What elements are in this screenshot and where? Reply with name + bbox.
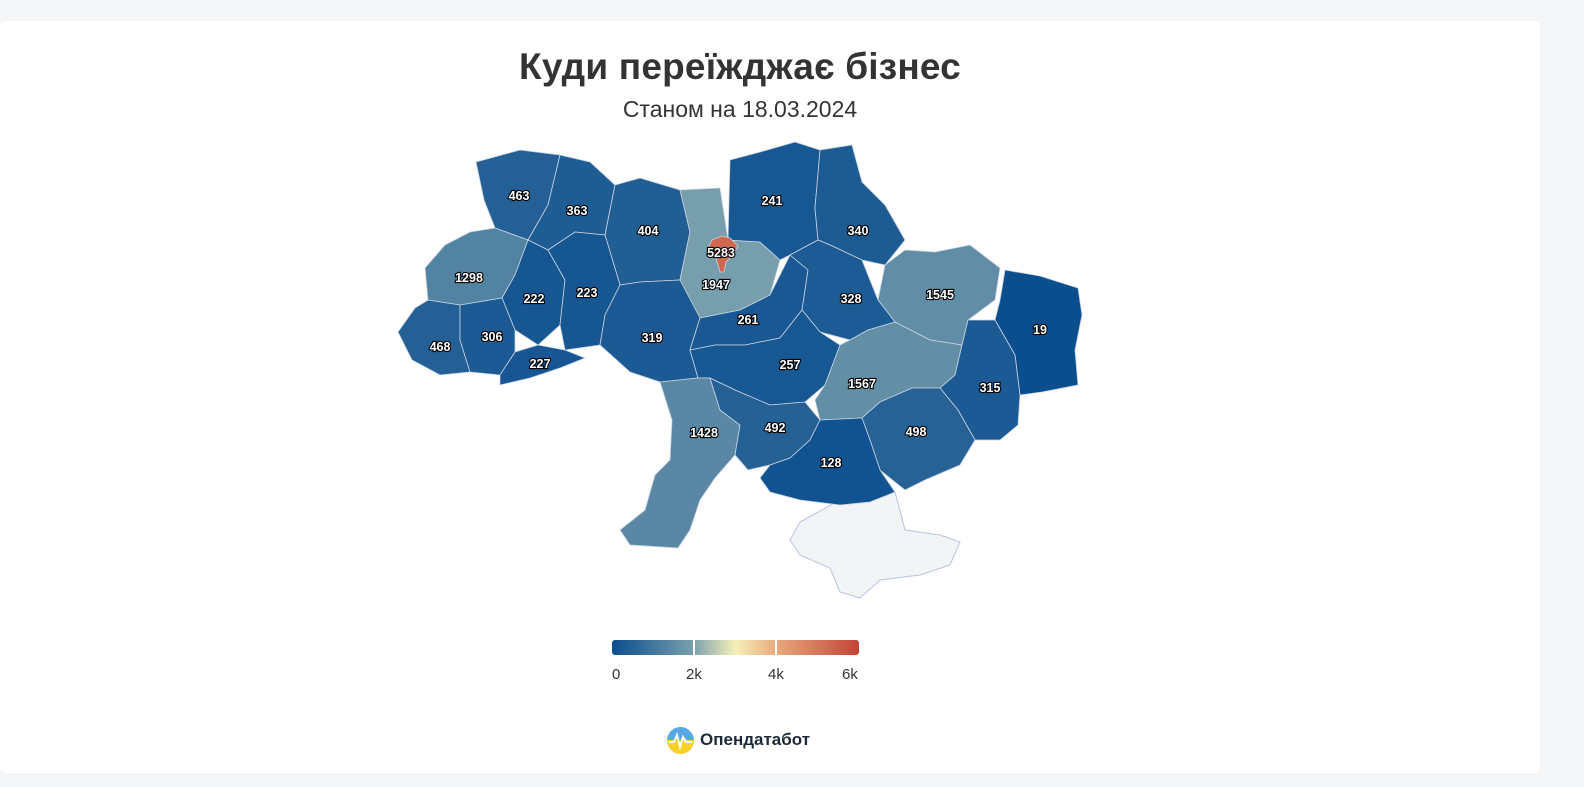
- legend-divider: [775, 640, 777, 655]
- region-value-label: 1567: [848, 377, 876, 391]
- region-value-label: 223: [577, 286, 598, 300]
- region-київ[interactable]: [707, 235, 739, 273]
- region-value-label: 363: [567, 204, 588, 218]
- region-value-label: 492: [765, 421, 786, 435]
- region-луганська[interactable]: [994, 269, 1083, 396]
- region-крим[interactable]: [789, 491, 961, 599]
- legend-tick-label: 4k: [768, 666, 784, 683]
- chart-subtitle: Станом на 18.03.2024: [622, 96, 858, 122]
- legend-tick-label: 6k: [842, 666, 858, 683]
- region-херсонська[interactable]: [759, 417, 896, 506]
- region-донецька[interactable]: [939, 319, 1021, 441]
- region-value-label: 1428: [690, 426, 718, 440]
- legend-tick-label: 0: [612, 666, 621, 683]
- legend-tick-label: 2k: [686, 666, 702, 683]
- region-value-label: 5283: [707, 246, 735, 260]
- region-value-label: 498: [906, 425, 927, 439]
- region-value-label: 328: [841, 292, 862, 306]
- region-value-label: 241: [762, 194, 783, 208]
- region-value-label: 319: [642, 331, 663, 345]
- region-value-label: 306: [482, 330, 503, 344]
- region-value-label: 1947: [702, 278, 730, 292]
- opendatabot-logo-icon: [667, 726, 694, 754]
- brand-name: Опендатабот: [700, 730, 811, 749]
- region-value-label: 1298: [455, 271, 483, 285]
- region-value-label: 315: [980, 381, 1001, 395]
- region-чернівецька[interactable]: [499, 344, 587, 386]
- region-value-label: 463: [509, 189, 530, 203]
- page-scrollbar-track[interactable]: [1541, 0, 1584, 787]
- region-value-label: 19: [1033, 323, 1047, 337]
- chart-title: Куди переїжджає бізнес: [519, 46, 961, 87]
- region-закарпатська[interactable]: [397, 299, 471, 376]
- region-value-label: 257: [780, 358, 801, 372]
- region-value-label: 468: [430, 340, 451, 354]
- region-value-label: 222: [524, 292, 545, 306]
- region-value-label: 340: [848, 224, 869, 238]
- region-value-label: 227: [530, 357, 551, 371]
- region-value-label: 404: [638, 224, 659, 238]
- color-legend-bar: [612, 640, 859, 655]
- region-value-label: 1545: [926, 288, 954, 302]
- brand-logo-link[interactable]: Опендатабот: [667, 726, 810, 754]
- region-value-label: 128: [821, 456, 842, 470]
- region-value-label: 261: [738, 313, 759, 327]
- legend-divider: [693, 640, 695, 655]
